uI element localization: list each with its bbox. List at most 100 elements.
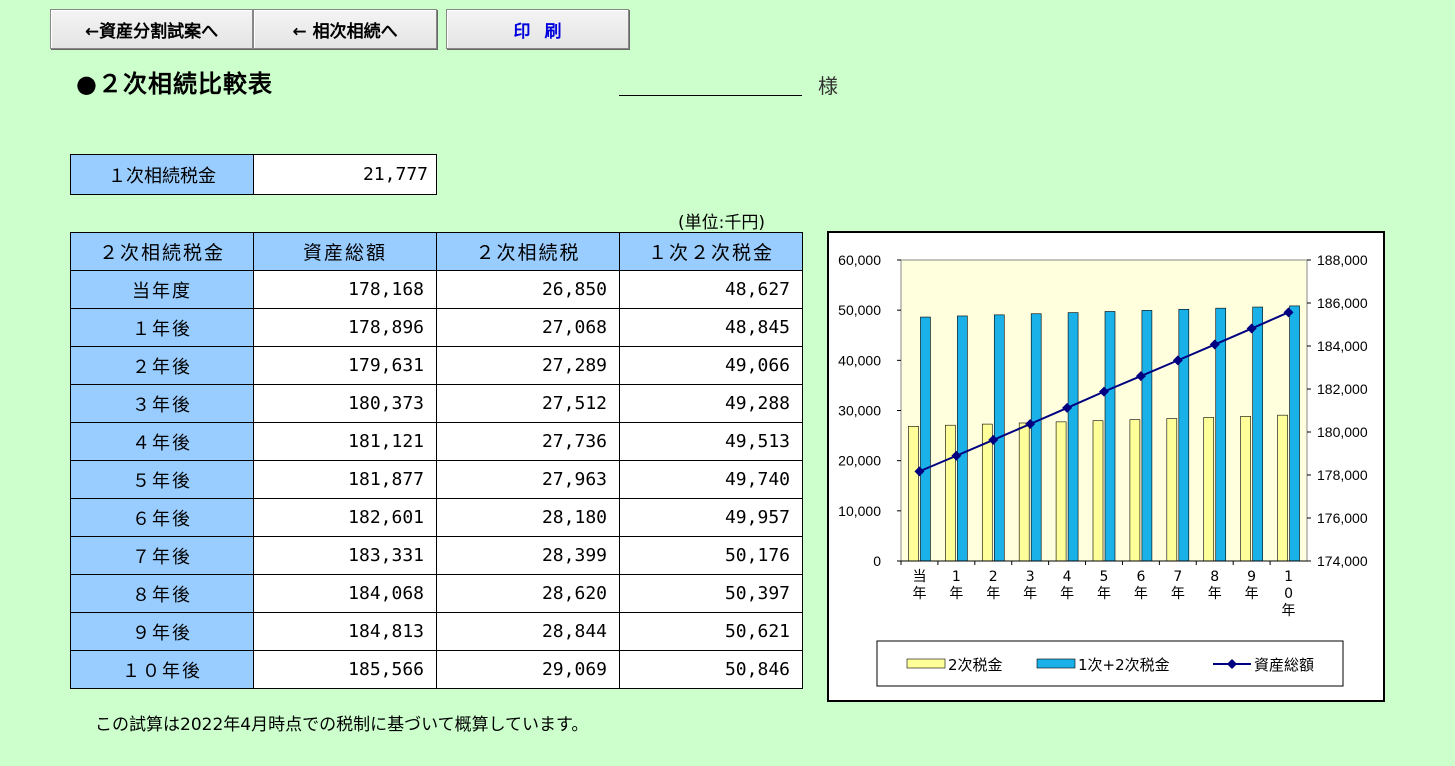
legend-swatch bbox=[906, 658, 946, 669]
first-inheritance-tax-table: １次相続税金 21,777 bbox=[70, 154, 437, 195]
right-axis-label: 188,000 bbox=[1317, 252, 1368, 268]
bar-combined-tax bbox=[957, 315, 968, 562]
back-to-successive-inheritance-button[interactable]: ← 相次相続へ bbox=[253, 9, 437, 49]
bar-second-tax bbox=[1129, 419, 1141, 562]
bar-second-tax bbox=[1055, 421, 1067, 562]
left-axis-label: 20,000 bbox=[838, 453, 881, 469]
second-tax-cell: 27,512 bbox=[436, 384, 620, 423]
second-tax-cell: 28,844 bbox=[436, 612, 620, 651]
assets-cell: 178,168 bbox=[253, 270, 437, 309]
x-axis-label: 0 bbox=[1284, 586, 1293, 602]
second-tax-cell: 27,963 bbox=[436, 460, 620, 499]
x-axis-label: 3 bbox=[1026, 569, 1035, 585]
x-axis-label: 年 bbox=[1060, 586, 1074, 602]
x-axis-label: 1 bbox=[1284, 569, 1293, 585]
second-tax-cell: 27,068 bbox=[436, 308, 620, 347]
row-label: １０年後 bbox=[70, 650, 254, 689]
row-label: 当年度 bbox=[70, 270, 254, 309]
legend-swatch bbox=[1036, 658, 1076, 669]
row-label: ８年後 bbox=[70, 574, 254, 613]
row-label: ２年後 bbox=[70, 346, 254, 385]
assets-marker bbox=[1283, 307, 1294, 318]
bar-combined-tax bbox=[1289, 305, 1300, 562]
combined-tax-cell: 49,957 bbox=[619, 498, 803, 537]
x-axis-label: 年 bbox=[1097, 586, 1111, 602]
x-axis-label: 年 bbox=[1171, 586, 1185, 602]
assets-marker bbox=[951, 450, 962, 461]
back-to-asset-division-button[interactable]: ←資産分割試案へ bbox=[50, 9, 253, 49]
bar-second-tax bbox=[1092, 420, 1104, 562]
table-row: ７年後 183,331 28,399 50,176 bbox=[70, 536, 803, 575]
legend-box bbox=[876, 640, 1344, 687]
page-title: ●２次相続比較表 bbox=[76, 70, 273, 98]
right-axis-label: 178,000 bbox=[1317, 467, 1368, 483]
x-axis-label: 年 bbox=[912, 586, 926, 602]
bar-second-tax bbox=[1018, 422, 1030, 562]
right-axis-label: 186,000 bbox=[1317, 295, 1368, 311]
assets-cell: 182,601 bbox=[253, 498, 437, 537]
bar-second-tax bbox=[1277, 414, 1288, 562]
left-axis-label: 60,000 bbox=[838, 252, 881, 268]
print-button[interactable]: 印刷 bbox=[446, 9, 629, 49]
header-second-inheritance-tax: ２次相続税 bbox=[436, 232, 620, 271]
combined-tax-cell: 48,627 bbox=[619, 270, 803, 309]
comparison-table: ２次相続税金 資産総額 ２次相続税 １次２次税金 当年度 178,168 26,85… bbox=[70, 232, 803, 689]
x-axis-label: 年 bbox=[1208, 586, 1222, 602]
combined-tax-cell: 50,846 bbox=[619, 650, 803, 689]
right-axis-label: 184,000 bbox=[1317, 338, 1368, 354]
combined-tax-cell: 49,513 bbox=[619, 422, 803, 461]
row-label: ４年後 bbox=[70, 422, 254, 461]
combined-tax-cell: 48,845 bbox=[619, 308, 803, 347]
header-combined-tax: １次２次税金 bbox=[619, 232, 803, 271]
bar-combined-tax bbox=[920, 316, 931, 562]
assets-cell: 183,331 bbox=[253, 536, 437, 575]
right-axis-label: 174,000 bbox=[1317, 553, 1368, 569]
bar-combined-tax bbox=[1067, 312, 1079, 562]
table-row: ５年後 181,877 27,963 49,740 bbox=[70, 460, 803, 499]
table-row: ２年後 179,631 27,289 49,066 bbox=[70, 346, 803, 385]
bar-combined-tax bbox=[1104, 311, 1116, 562]
x-axis-label: 1 bbox=[952, 569, 961, 585]
x-axis-label: 年 bbox=[1023, 586, 1037, 602]
assets-marker bbox=[1099, 386, 1109, 397]
row-label: １年後 bbox=[70, 308, 254, 347]
assets-marker bbox=[1025, 418, 1036, 429]
assets-marker bbox=[988, 434, 999, 445]
assets-cell: 180,373 bbox=[253, 384, 437, 423]
second-tax-cell: 26,850 bbox=[436, 270, 620, 309]
assets-cell: 181,877 bbox=[253, 460, 437, 499]
bar-combined-tax bbox=[1141, 310, 1153, 562]
assets-cell: 184,068 bbox=[253, 574, 437, 613]
client-name-field[interactable] bbox=[619, 95, 802, 96]
comparison-chart: 0 10,000 20,000 30,000 40,000 50,000 60,000 174… bbox=[827, 231, 1385, 702]
right-axis-label: 176,000 bbox=[1317, 510, 1368, 526]
assets-marker bbox=[1246, 323, 1257, 334]
table-row: 当年度 178,168 26,850 48,627 bbox=[70, 270, 803, 309]
table-header-row: ２次相続税金 資産総額 ２次相続税 １次２次税金 bbox=[70, 232, 803, 271]
assets-marker bbox=[1135, 371, 1146, 382]
x-axis-label: 5 bbox=[1100, 569, 1109, 585]
assets-cell: 181,121 bbox=[253, 422, 437, 461]
row-label: ７年後 bbox=[70, 536, 254, 575]
table-row: ８年後 184,068 28,620 50,397 bbox=[70, 574, 803, 613]
combined-tax-cell: 49,288 bbox=[619, 384, 803, 423]
assets-cell: 179,631 bbox=[253, 346, 437, 385]
assets-marker bbox=[1172, 355, 1183, 366]
bar-second-tax bbox=[908, 426, 919, 562]
table-row: １年後 178,896 27,068 48,845 bbox=[70, 308, 803, 347]
unit-label: (単位:千円) bbox=[678, 213, 765, 233]
honorific-label: 様 bbox=[818, 74, 838, 98]
x-axis-label: 8 bbox=[1210, 569, 1219, 585]
x-axis-label: 年 bbox=[1245, 586, 1259, 602]
second-tax-cell: 29,069 bbox=[436, 650, 620, 689]
combined-tax-cell: 50,397 bbox=[619, 574, 803, 613]
second-tax-cell: 27,289 bbox=[436, 346, 620, 385]
combined-tax-cell: 49,740 bbox=[619, 460, 803, 499]
bar-second-tax bbox=[1240, 415, 1251, 562]
assets-marker bbox=[1209, 339, 1220, 350]
assets-cell: 185,566 bbox=[253, 650, 437, 689]
x-axis-label: 年 bbox=[1282, 603, 1296, 619]
row-label: ５年後 bbox=[70, 460, 254, 499]
combined-tax-cell: 49,066 bbox=[619, 346, 803, 385]
combined-tax-cell: 50,176 bbox=[619, 536, 803, 575]
